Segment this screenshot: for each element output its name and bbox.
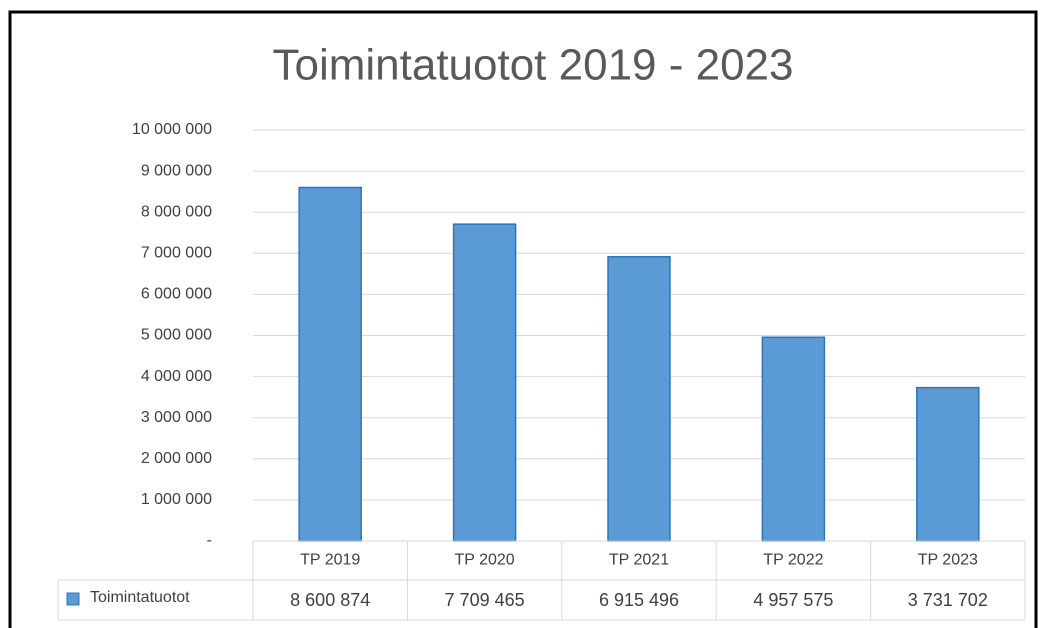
table-value: 6 915 496	[599, 590, 679, 610]
y-tick-label: 6 000 000	[141, 286, 212, 303]
y-tick-label: -	[207, 532, 212, 549]
y-tick-label: 9 000 000	[141, 162, 212, 179]
table-value: 8 600 874	[290, 590, 370, 610]
y-tick-label: 5 000 000	[141, 327, 212, 344]
y-tick-label: 4 000 000	[141, 368, 212, 385]
x-tick-label: TP 2019	[300, 552, 360, 569]
bar	[298, 186, 362, 542]
x-tick-label: TP 2020	[454, 552, 514, 569]
bar	[452, 223, 517, 542]
y-tick-label: 2 000 000	[141, 450, 212, 467]
y-tick-label: 8 000 000	[141, 203, 212, 220]
bar	[761, 336, 826, 542]
legend-label: Toimintatuotot	[90, 589, 190, 606]
y-tick-label: 3 000 000	[141, 409, 212, 426]
x-tick-label: TP 2021	[609, 552, 669, 569]
frame	[8, 10, 1038, 628]
table-value: 4 957 575	[753, 590, 833, 610]
bar	[916, 386, 980, 542]
x-tick-label: TP 2023	[918, 552, 978, 569]
legend-swatch	[66, 592, 80, 606]
bar	[607, 256, 671, 542]
y-tick-label: 7 000 000	[141, 245, 212, 262]
chart-title: Toimintatuotot 2019 - 2023	[272, 41, 793, 90]
y-tick-label: 1 000 000	[141, 491, 212, 508]
x-tick-label: TP 2022	[763, 552, 823, 569]
table-value: 3 731 702	[908, 590, 988, 610]
y-tick-label: 10 000 000	[132, 121, 212, 138]
table-value: 7 709 465	[445, 590, 525, 610]
